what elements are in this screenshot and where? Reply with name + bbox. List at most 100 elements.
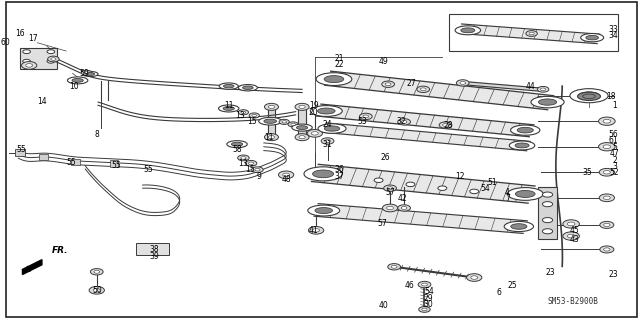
Polygon shape <box>314 204 527 234</box>
Circle shape <box>383 204 397 212</box>
Circle shape <box>604 223 610 226</box>
Circle shape <box>51 58 56 60</box>
Ellipse shape <box>586 35 598 40</box>
Ellipse shape <box>223 84 234 88</box>
Polygon shape <box>22 260 42 275</box>
Text: 45: 45 <box>570 226 580 235</box>
Circle shape <box>363 115 369 118</box>
Ellipse shape <box>324 126 340 131</box>
Bar <box>20 48 57 69</box>
Ellipse shape <box>259 117 282 125</box>
Text: 51: 51 <box>487 178 497 187</box>
Text: 46: 46 <box>404 281 414 290</box>
Circle shape <box>283 173 289 176</box>
Circle shape <box>526 31 538 36</box>
Ellipse shape <box>579 92 600 100</box>
Ellipse shape <box>308 205 340 216</box>
Text: 22: 22 <box>334 60 344 69</box>
Circle shape <box>252 167 263 173</box>
Circle shape <box>255 168 260 171</box>
Text: 38: 38 <box>149 245 159 254</box>
Ellipse shape <box>312 170 333 178</box>
Ellipse shape <box>232 142 243 146</box>
Circle shape <box>26 64 33 67</box>
Text: 16: 16 <box>15 29 25 38</box>
Text: 28: 28 <box>444 121 454 130</box>
Text: 42: 42 <box>398 194 408 203</box>
Ellipse shape <box>511 125 540 135</box>
Text: 55: 55 <box>17 145 26 154</box>
Text: 21: 21 <box>334 54 344 63</box>
Text: 30: 30 <box>424 300 433 309</box>
Text: 7: 7 <box>505 194 510 203</box>
Polygon shape <box>312 164 535 203</box>
Circle shape <box>312 132 318 135</box>
Text: 34: 34 <box>609 31 618 40</box>
Text: 24: 24 <box>323 120 332 129</box>
Circle shape <box>248 162 253 165</box>
Circle shape <box>237 155 249 161</box>
Circle shape <box>308 226 324 234</box>
Text: 13: 13 <box>239 159 248 168</box>
Ellipse shape <box>531 96 564 108</box>
Polygon shape <box>459 24 600 44</box>
Text: 17: 17 <box>28 34 38 43</box>
Ellipse shape <box>317 108 335 114</box>
Circle shape <box>391 265 397 268</box>
Polygon shape <box>298 108 306 136</box>
Text: 56: 56 <box>609 130 618 139</box>
Circle shape <box>600 246 614 253</box>
Circle shape <box>406 182 415 187</box>
Circle shape <box>460 82 466 84</box>
Polygon shape <box>538 187 557 239</box>
Text: 50: 50 <box>92 286 102 295</box>
Circle shape <box>264 103 278 110</box>
Text: 35: 35 <box>583 168 593 177</box>
Circle shape <box>288 122 298 127</box>
Bar <box>136 243 170 255</box>
Text: 3: 3 <box>612 162 617 171</box>
Circle shape <box>90 269 103 275</box>
Text: 8: 8 <box>94 130 99 139</box>
Circle shape <box>324 140 330 142</box>
Circle shape <box>360 113 372 120</box>
Text: 33: 33 <box>609 25 618 34</box>
Ellipse shape <box>227 141 247 148</box>
Bar <box>71 159 80 165</box>
Circle shape <box>600 221 614 228</box>
Circle shape <box>599 194 614 202</box>
Circle shape <box>401 121 407 123</box>
Text: FR.: FR. <box>51 246 68 255</box>
Circle shape <box>282 121 287 123</box>
Text: 15: 15 <box>245 165 255 174</box>
Circle shape <box>529 32 534 35</box>
Text: 18: 18 <box>607 92 616 101</box>
Circle shape <box>268 136 275 139</box>
Ellipse shape <box>72 78 83 82</box>
Ellipse shape <box>315 208 333 213</box>
Text: 52: 52 <box>610 168 620 177</box>
Ellipse shape <box>223 107 234 110</box>
Circle shape <box>279 119 289 124</box>
Text: 48: 48 <box>282 175 291 184</box>
Circle shape <box>268 105 275 108</box>
Text: SM53-B2900B: SM53-B2900B <box>548 297 598 306</box>
Circle shape <box>385 83 391 86</box>
Circle shape <box>295 103 309 110</box>
Circle shape <box>420 88 426 91</box>
Circle shape <box>81 70 92 75</box>
Circle shape <box>241 157 246 159</box>
Circle shape <box>252 114 257 117</box>
Text: 47: 47 <box>610 149 620 158</box>
Text: 60: 60 <box>1 38 10 47</box>
Ellipse shape <box>316 73 352 85</box>
Circle shape <box>387 206 394 210</box>
Circle shape <box>563 220 579 228</box>
Circle shape <box>568 222 575 226</box>
Ellipse shape <box>292 124 312 131</box>
Text: 55: 55 <box>67 158 76 167</box>
Text: 15: 15 <box>248 117 257 126</box>
Ellipse shape <box>304 167 342 181</box>
Text: 5: 5 <box>612 143 617 152</box>
Ellipse shape <box>243 86 253 90</box>
